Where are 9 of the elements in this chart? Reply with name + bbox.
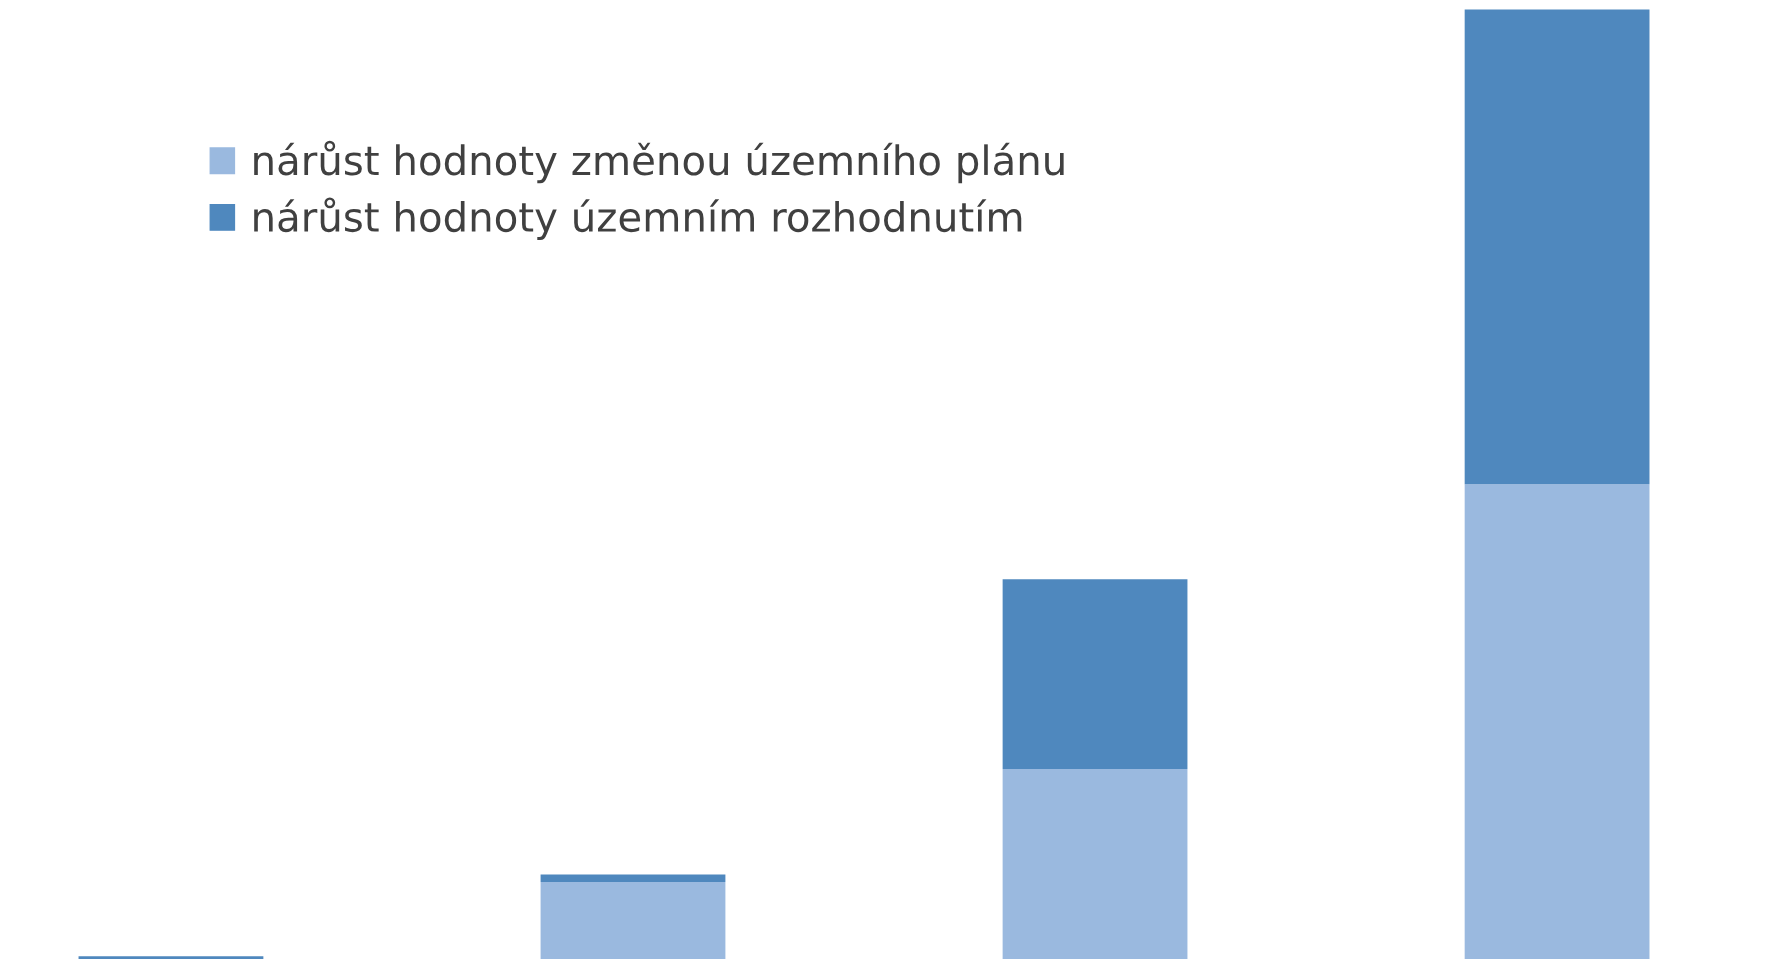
bar [1464, 9, 1650, 485]
legend-label: nárůst hodnoty změnou územního plánu [254, 140, 1064, 184]
bar [1002, 579, 1188, 770]
legend-label: nárůst hodnoty územním rozhodnutím [254, 197, 1022, 240]
bar [540, 874, 726, 883]
bar [540, 882, 726, 959]
bar [78, 956, 264, 959]
bar [1002, 769, 1188, 959]
bar [1464, 484, 1650, 959]
